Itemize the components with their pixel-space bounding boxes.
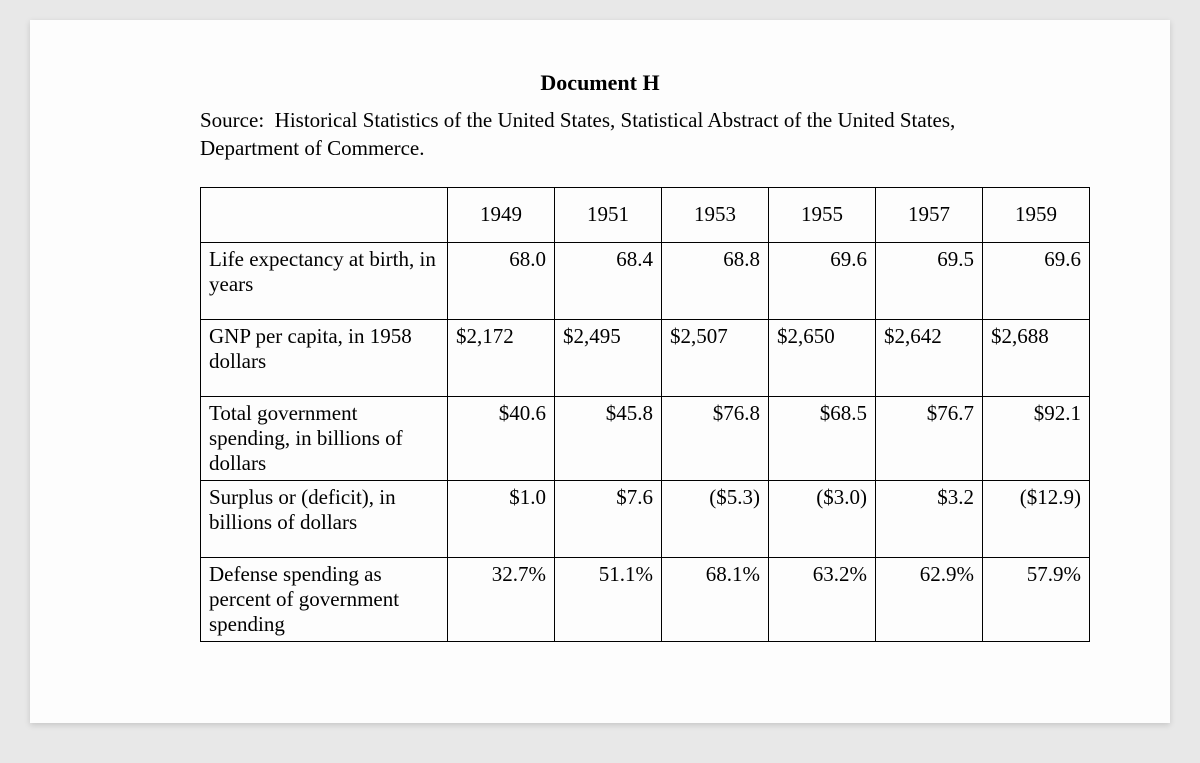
table-cell: $2,495 [555, 319, 662, 396]
table-cell: $76.8 [662, 396, 769, 480]
document-page: Document H Source: Historical Statistics… [30, 20, 1170, 723]
header-year: 1951 [555, 187, 662, 242]
table-cell: $40.6 [448, 396, 555, 480]
table-header-row: 1949 1951 1953 1955 1957 1959 [201, 187, 1090, 242]
row-label: Total government spending, in billions o… [201, 396, 448, 480]
statistics-table: 1949 1951 1953 1955 1957 1959 Life expec… [200, 187, 1090, 642]
table-cell: $2,688 [983, 319, 1090, 396]
table-row: Life expectancy at birth, in years 68.0 … [201, 242, 1090, 319]
table-cell: 62.9% [876, 557, 983, 641]
table-row: Total government spending, in billions o… [201, 396, 1090, 480]
row-label: Surplus or (deficit), in billions of dol… [201, 480, 448, 557]
header-year: 1957 [876, 187, 983, 242]
table-cell: 68.8 [662, 242, 769, 319]
table-cell: $1.0 [448, 480, 555, 557]
table-cell: 68.0 [448, 242, 555, 319]
header-year: 1949 [448, 187, 555, 242]
source-label: Source: [200, 108, 264, 132]
table-cell: 69.6 [983, 242, 1090, 319]
table-cell: ($5.3) [662, 480, 769, 557]
table-cell: 51.1% [555, 557, 662, 641]
table-cell: ($12.9) [983, 480, 1090, 557]
table-row: Defense spending as percent of governmen… [201, 557, 1090, 641]
table-cell: ($3.0) [769, 480, 876, 557]
source-text: Historical Statistics of the United Stat… [200, 108, 955, 160]
table-cell: $2,172 [448, 319, 555, 396]
header-year: 1959 [983, 187, 1090, 242]
table-cell: 69.5 [876, 242, 983, 319]
table-cell: $2,642 [876, 319, 983, 396]
table-row: GNP per capita, in 1958 dollars $2,172 $… [201, 319, 1090, 396]
table-cell: $45.8 [555, 396, 662, 480]
row-label: GNP per capita, in 1958 dollars [201, 319, 448, 396]
header-year: 1953 [662, 187, 769, 242]
table-cell: $76.7 [876, 396, 983, 480]
table-row: Surplus or (deficit), in billions of dol… [201, 480, 1090, 557]
table-cell: 63.2% [769, 557, 876, 641]
table-cell: $2,507 [662, 319, 769, 396]
table-cell: $68.5 [769, 396, 876, 480]
table-cell: 32.7% [448, 557, 555, 641]
header-year: 1955 [769, 187, 876, 242]
table-cell: $2,650 [769, 319, 876, 396]
header-empty [201, 187, 448, 242]
table-cell: $92.1 [983, 396, 1090, 480]
row-label: Defense spending as percent of governmen… [201, 557, 448, 641]
table-cell: 68.4 [555, 242, 662, 319]
table-cell: $7.6 [555, 480, 662, 557]
table-cell: 57.9% [983, 557, 1090, 641]
table-cell: 68.1% [662, 557, 769, 641]
row-label: Life expectancy at birth, in years [201, 242, 448, 319]
table-cell: $3.2 [876, 480, 983, 557]
document-title: Document H [60, 70, 1140, 96]
source-citation: Source: Historical Statistics of the Uni… [200, 106, 1020, 163]
table-cell: 69.6 [769, 242, 876, 319]
